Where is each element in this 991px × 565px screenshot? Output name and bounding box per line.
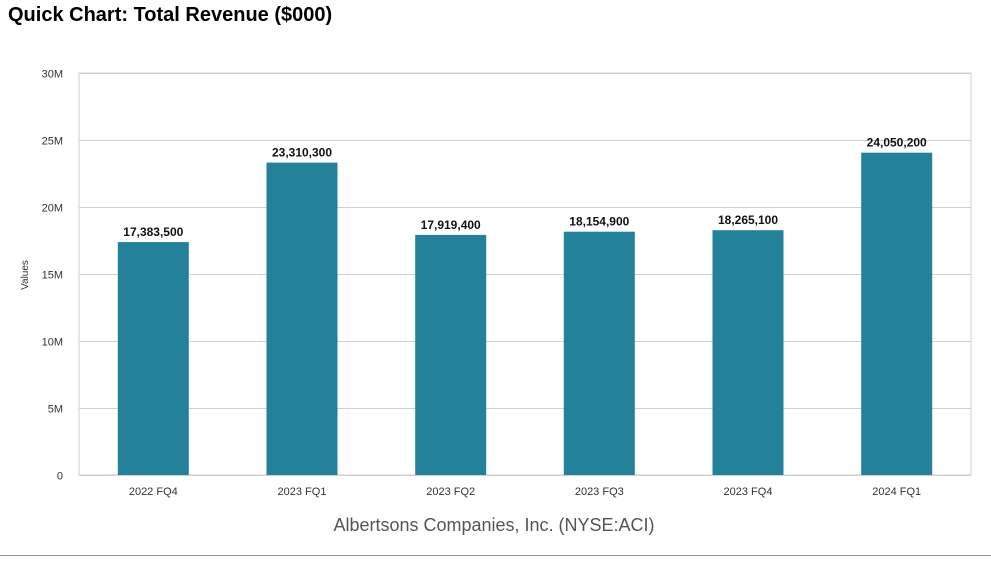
bar [712, 230, 784, 475]
y-tick-label: 0 [57, 471, 63, 483]
y-axis-title: Values [20, 260, 31, 290]
data-label: 24,050,200 [867, 136, 927, 150]
data-labels: 17,383,500 23,310,300 17,919,400 18,154,900… [123, 136, 927, 239]
data-label: 17,919,400 [421, 218, 481, 232]
gridlines [78, 72, 972, 476]
x-axis-ticks: 2022 FQ4 2023 FQ1 2023 FQ2 2023 FQ3 2023 FQ4… [129, 486, 921, 498]
x-tick-label: 2024 FQ1 [872, 486, 921, 498]
y-tick-label: 25M [42, 136, 63, 148]
data-label: 18,154,900 [569, 215, 629, 229]
data-label: 23,310,300 [272, 146, 332, 160]
x-tick-label: 2022 FQ4 [129, 486, 178, 498]
bar [861, 152, 933, 475]
data-label: 17,383,500 [123, 225, 183, 239]
x-tick-label: 2023 FQ2 [426, 486, 475, 498]
y-tick-label: 20M [42, 203, 63, 215]
bottom-divider [0, 555, 991, 556]
chart-title: Quick Chart: Total Revenue ($000) [8, 4, 333, 26]
x-tick-label: 2023 FQ3 [575, 486, 624, 498]
y-tick-label: 10M [42, 337, 63, 349]
y-tick-label: 30M [42, 69, 63, 81]
y-tick-label: 5M [48, 404, 63, 416]
y-axis-ticks: 0 5M 10M 15M 20M 25M 30M [42, 69, 63, 483]
bars [117, 152, 933, 475]
data-label: 18,265,100 [718, 213, 778, 227]
bar [415, 234, 487, 475]
y-tick-label: 15M [42, 270, 63, 282]
x-tick-label: 2023 FQ1 [278, 486, 327, 498]
bar [563, 231, 635, 475]
chart-subtitle: Albertsons Companies, Inc. (NYSE:ACI) [333, 515, 654, 535]
bar [266, 162, 338, 475]
bar [117, 242, 189, 475]
x-tick-label: 2023 FQ4 [724, 486, 773, 498]
